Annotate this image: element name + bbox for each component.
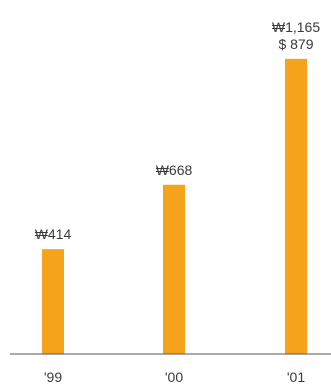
labels-layer: ₩414 ₩668 ₩1,165$ 879	[35, 19, 321, 242]
x-tick-label-1: '00	[165, 369, 183, 385]
bar-2-value-label-1: $ 879	[278, 36, 313, 52]
bars-layer	[42, 58, 307, 354]
bar-0	[42, 249, 64, 354]
bar-1-value-label-0: ₩668	[156, 162, 193, 178]
x-tick-labels: '99 '00 '01	[44, 369, 305, 385]
bar-0-value-label-0: ₩414	[35, 226, 72, 242]
bar-2-value-label-0: ₩1,165	[272, 19, 320, 35]
x-tick-label-2: '01	[287, 369, 305, 385]
bar-1	[163, 184, 185, 354]
bar-2	[285, 58, 307, 354]
x-tick-label-0: '99	[44, 369, 62, 385]
